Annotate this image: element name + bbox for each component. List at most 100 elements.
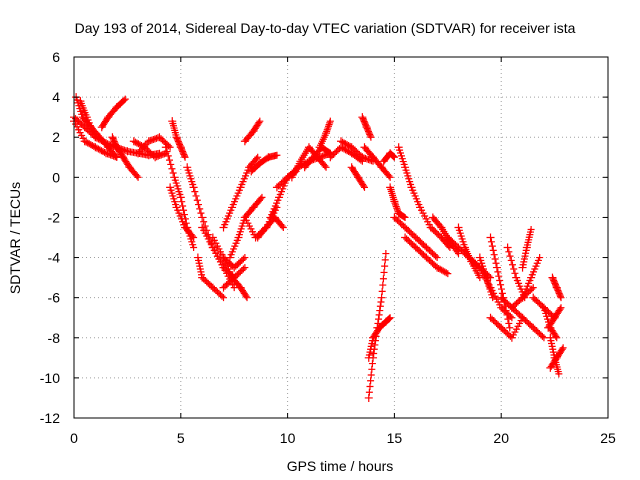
series-arc-39 (390, 213, 441, 262)
data-point-interp (323, 126, 331, 134)
data-point-interp (441, 268, 449, 276)
data-point-interp (163, 148, 171, 156)
data-point-interp (368, 365, 376, 373)
y-tick-label: -2 (48, 209, 61, 225)
data-point-interp (326, 119, 334, 127)
series-arc-32 (360, 143, 394, 181)
series-arc-20 (240, 117, 264, 146)
data-point-interp (178, 198, 186, 206)
data-point (437, 223, 446, 232)
data-point (386, 314, 394, 322)
data-point (540, 334, 548, 342)
data-point-interp (343, 141, 351, 149)
series-arc-42 (428, 213, 462, 258)
data-point (256, 117, 264, 125)
y-tick-label: 2 (52, 129, 60, 145)
data-point-interp (505, 248, 513, 256)
data-point-interp (360, 182, 368, 190)
series-arc-18 (219, 153, 262, 232)
data-point (161, 143, 170, 152)
data-point (243, 294, 251, 302)
grid (74, 57, 608, 418)
data-point (390, 153, 398, 161)
series-arc-57 (546, 344, 567, 372)
data-point-interp (84, 139, 92, 147)
data-point-interp (193, 196, 201, 204)
data-point-interp (218, 292, 226, 300)
data-point (91, 133, 99, 141)
data-point (555, 370, 563, 378)
data-point-interp (85, 140, 93, 148)
data-point-interp (120, 96, 128, 104)
data-point-interp (339, 138, 347, 146)
data-point (444, 270, 452, 278)
data-point (559, 344, 567, 352)
data-point-interp (375, 315, 383, 323)
data-point (279, 223, 287, 231)
data-point-interp (366, 382, 374, 390)
data-point (360, 183, 368, 191)
data-point (190, 244, 198, 252)
data-point-interp (379, 275, 387, 283)
y-tick-label: 6 (52, 49, 60, 65)
y-tick-label: 0 (52, 169, 60, 185)
x-tick-label: 10 (280, 430, 296, 446)
data-point-interp (380, 268, 388, 276)
data-point-interp (381, 256, 389, 264)
data-point-interp (342, 140, 350, 148)
data-point-interp (439, 267, 447, 275)
data-point-interp (166, 156, 174, 164)
series-arc-46 (475, 253, 497, 302)
data-point (190, 234, 198, 241)
data-point-interp (376, 307, 384, 315)
data-point-interp (345, 142, 353, 150)
series-arc-58 (544, 304, 565, 332)
data-point-interp (487, 238, 495, 246)
data-point (230, 284, 238, 292)
series-arc-55 (539, 303, 561, 342)
series-arc-34 (364, 250, 390, 402)
x-tick-label: 15 (387, 430, 403, 446)
data-point (386, 173, 394, 181)
series-arc-41 (416, 203, 454, 252)
data-point (377, 293, 386, 302)
data-point-interp (488, 242, 496, 250)
data-point-interp (139, 144, 147, 152)
data-point (433, 254, 441, 262)
data-point-interp (506, 332, 514, 340)
data-point-interp (378, 287, 386, 295)
data-point (553, 334, 561, 342)
y-axis-label: SDTVAR / TECUs (7, 182, 23, 294)
data-point (241, 254, 249, 262)
data-point (386, 183, 395, 192)
series-arc-17 (219, 264, 249, 292)
data-point-interp (180, 211, 188, 219)
data-point-interp (133, 139, 141, 147)
data-point-interp (370, 350, 378, 358)
data-point (254, 153, 262, 161)
data-point-interp (82, 138, 90, 146)
data-point-interp (278, 222, 286, 230)
series-arc-37 (386, 183, 409, 221)
data-point-interp (495, 272, 503, 280)
data-point-interp (136, 148, 144, 156)
data-point-interp (342, 146, 350, 154)
data-point-interp (491, 255, 499, 263)
data-point-interp (93, 144, 101, 152)
data-point-interp (194, 201, 202, 209)
data-point-interp (239, 255, 247, 263)
data-point-interp (340, 139, 348, 147)
series-arc-35 (364, 314, 394, 362)
data-point-interp (325, 121, 333, 129)
data-point (134, 173, 142, 181)
data-point (273, 151, 281, 159)
data-point-interp (99, 148, 107, 156)
data-point (315, 143, 324, 152)
data-point-interp (101, 148, 109, 156)
data-point-interp (393, 206, 401, 214)
data-point-interp (496, 276, 504, 284)
data-point-interp (252, 155, 260, 163)
data-point-interp (164, 152, 172, 160)
data-point-interp (323, 127, 331, 135)
